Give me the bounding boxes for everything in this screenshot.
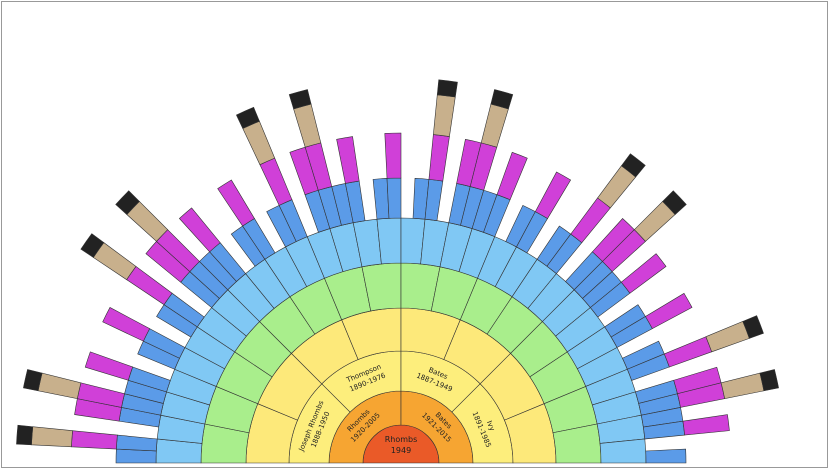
- wedge: [288, 89, 312, 110]
- wedge: [235, 106, 260, 129]
- wedge: [662, 190, 687, 215]
- wedge: [490, 89, 514, 110]
- wedge: [534, 171, 572, 219]
- wedge: [23, 369, 43, 392]
- wedge: [384, 132, 402, 179]
- wedge: [620, 153, 646, 178]
- wedge: [682, 414, 730, 436]
- wedges: [16, 79, 779, 464]
- wedge: [80, 233, 105, 258]
- wedge: [178, 207, 221, 253]
- person-name: Rhombs: [385, 435, 418, 444]
- wedge: [742, 315, 764, 339]
- wedge: [620, 253, 667, 294]
- wedge: [599, 438, 647, 464]
- wedge: [645, 448, 687, 464]
- wedge: [16, 424, 34, 446]
- wedge: [336, 136, 360, 184]
- person-dates: 1949: [391, 446, 411, 455]
- wedge: [217, 179, 255, 227]
- wedge: [115, 448, 157, 464]
- wedge: [84, 351, 134, 381]
- wedge: [376, 217, 402, 265]
- wedge: [436, 79, 458, 98]
- wedge: [102, 307, 151, 342]
- person-name: Ivy: [485, 420, 496, 433]
- wedge: [115, 190, 140, 215]
- wedge: [386, 177, 402, 219]
- wedge: [645, 292, 693, 330]
- wedge: [496, 151, 528, 201]
- wedge: [759, 369, 779, 392]
